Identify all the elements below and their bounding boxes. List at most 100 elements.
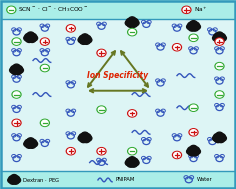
Circle shape — [173, 151, 181, 159]
Circle shape — [81, 34, 88, 40]
Circle shape — [80, 39, 87, 44]
Circle shape — [129, 160, 136, 165]
Circle shape — [183, 7, 190, 12]
Circle shape — [188, 150, 196, 156]
Circle shape — [132, 20, 139, 26]
Circle shape — [127, 22, 134, 27]
Circle shape — [214, 33, 221, 39]
Circle shape — [213, 35, 220, 41]
Circle shape — [128, 29, 137, 36]
Text: SCN$^-$ $\cdot$ Cl$^-$ $\cdot$ CH$_3$COO$^-$: SCN$^-$ $\cdot$ Cl$^-$ $\cdot$ CH$_3$COO… — [18, 5, 89, 14]
Circle shape — [25, 143, 33, 148]
Circle shape — [30, 141, 38, 147]
Circle shape — [129, 157, 136, 163]
Circle shape — [189, 34, 198, 41]
Circle shape — [11, 177, 17, 183]
Circle shape — [24, 35, 31, 41]
Circle shape — [11, 69, 19, 75]
Circle shape — [216, 64, 223, 69]
Circle shape — [126, 158, 134, 164]
Circle shape — [12, 119, 21, 126]
Circle shape — [215, 38, 224, 45]
Circle shape — [132, 160, 139, 166]
Circle shape — [219, 35, 226, 41]
Circle shape — [129, 29, 135, 35]
Circle shape — [125, 160, 133, 166]
Circle shape — [67, 149, 74, 154]
Circle shape — [191, 25, 199, 31]
Text: Na$^+$: Na$^+$ — [194, 5, 207, 14]
Circle shape — [29, 139, 37, 145]
Text: Ion Specificity: Ion Specificity — [87, 71, 149, 80]
Circle shape — [131, 18, 138, 24]
Circle shape — [14, 177, 21, 183]
Circle shape — [188, 147, 195, 153]
Circle shape — [13, 39, 20, 44]
Circle shape — [189, 129, 198, 136]
Circle shape — [80, 137, 87, 143]
Circle shape — [13, 176, 20, 181]
Circle shape — [129, 149, 135, 154]
Circle shape — [29, 37, 36, 43]
Circle shape — [79, 35, 86, 41]
Circle shape — [15, 66, 22, 71]
FancyBboxPatch shape — [1, 1, 235, 19]
Circle shape — [12, 38, 21, 45]
Circle shape — [7, 6, 16, 13]
Circle shape — [193, 24, 200, 30]
Circle shape — [98, 50, 105, 56]
Circle shape — [13, 92, 20, 97]
Circle shape — [187, 24, 194, 30]
Circle shape — [129, 111, 135, 116]
Circle shape — [27, 32, 34, 38]
Circle shape — [84, 135, 92, 141]
Circle shape — [214, 37, 222, 43]
Circle shape — [84, 35, 91, 41]
Circle shape — [187, 149, 194, 154]
Circle shape — [213, 135, 220, 141]
Circle shape — [217, 137, 225, 143]
Circle shape — [125, 20, 133, 26]
Circle shape — [42, 39, 48, 44]
Circle shape — [97, 148, 106, 155]
Circle shape — [188, 22, 195, 28]
Circle shape — [84, 37, 92, 43]
Circle shape — [216, 135, 223, 141]
Circle shape — [12, 91, 21, 98]
Circle shape — [78, 37, 85, 43]
Circle shape — [216, 39, 223, 44]
Circle shape — [174, 45, 180, 50]
Circle shape — [67, 26, 74, 31]
Circle shape — [190, 130, 197, 135]
Circle shape — [190, 35, 197, 40]
Circle shape — [215, 63, 224, 70]
Circle shape — [40, 119, 49, 126]
Circle shape — [27, 141, 34, 146]
Circle shape — [129, 17, 136, 23]
Circle shape — [98, 149, 105, 154]
Circle shape — [215, 91, 224, 98]
Circle shape — [13, 120, 20, 125]
Circle shape — [16, 67, 23, 73]
Circle shape — [130, 161, 137, 167]
Circle shape — [14, 69, 22, 75]
Circle shape — [217, 37, 225, 43]
Circle shape — [193, 149, 200, 154]
Circle shape — [42, 120, 48, 125]
Circle shape — [8, 7, 15, 12]
Circle shape — [214, 137, 222, 143]
Circle shape — [219, 135, 226, 141]
Circle shape — [29, 33, 37, 39]
Circle shape — [190, 145, 197, 151]
Circle shape — [83, 39, 90, 44]
FancyBboxPatch shape — [1, 19, 235, 171]
Circle shape — [81, 135, 88, 141]
Circle shape — [130, 22, 137, 27]
Circle shape — [79, 134, 86, 139]
Circle shape — [190, 105, 197, 110]
Circle shape — [191, 150, 199, 156]
Circle shape — [78, 135, 85, 141]
Circle shape — [190, 148, 197, 154]
Circle shape — [218, 33, 225, 39]
Circle shape — [81, 37, 88, 43]
